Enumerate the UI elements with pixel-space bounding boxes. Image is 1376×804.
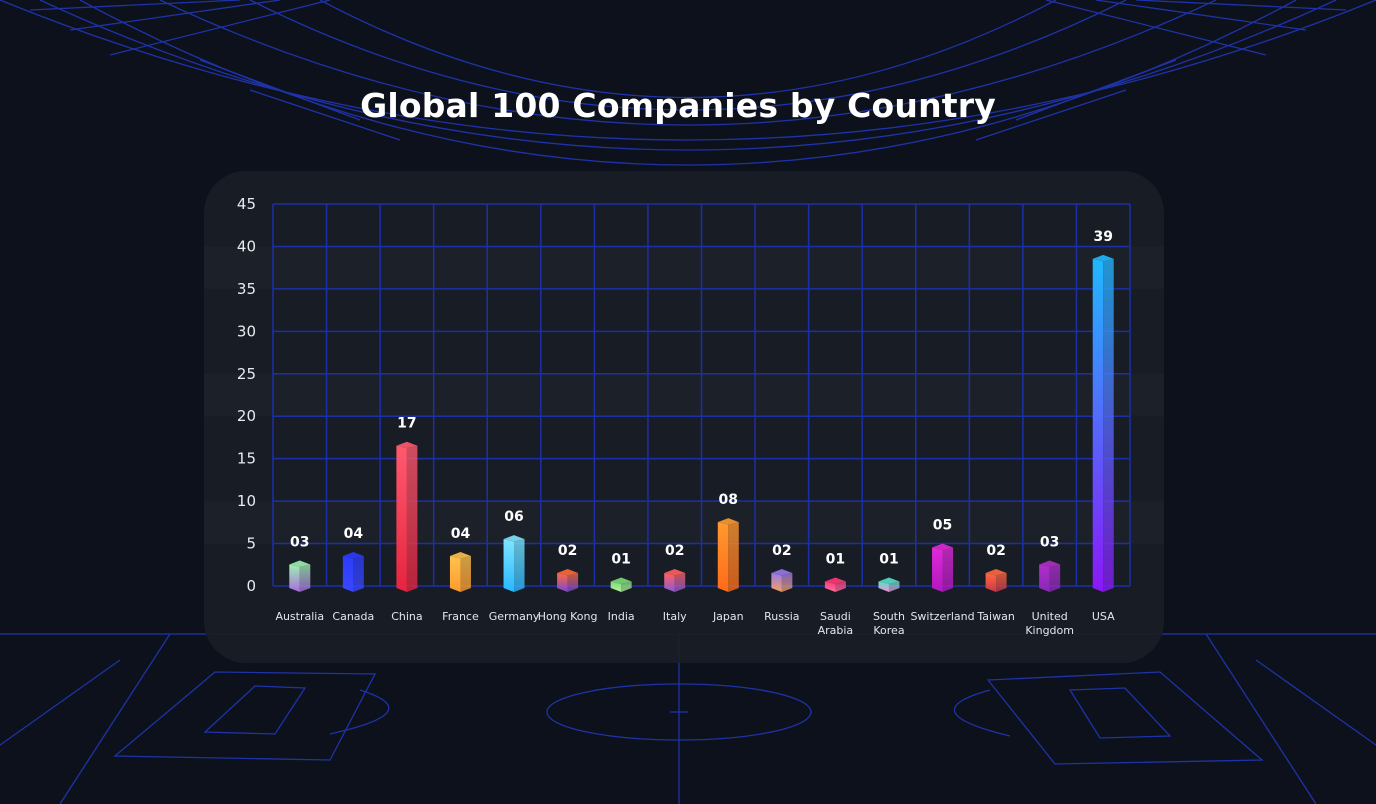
bar-top [610, 577, 632, 584]
bar [717, 522, 729, 592]
x-tick-label: France [442, 610, 479, 623]
x-tick-label: Italy [663, 610, 687, 623]
bar-side [514, 539, 525, 592]
bar-side [1049, 564, 1061, 592]
plot-band [204, 374, 1164, 416]
data-label: 02 [558, 543, 577, 559]
bar [878, 581, 889, 592]
data-label: 02 [986, 543, 1005, 559]
bar-top [449, 552, 471, 559]
x-tick-label: Arabia [818, 624, 854, 637]
data-label: 05 [933, 518, 952, 534]
bar-top [289, 560, 311, 567]
bar-top [396, 441, 418, 449]
x-tick-label: Taiwan [976, 610, 1014, 623]
bar-side [621, 581, 632, 592]
bar-side [835, 581, 846, 592]
bar [664, 573, 675, 592]
bar-side [353, 556, 364, 592]
x-tick-label: Germany [489, 610, 540, 623]
bar-side [781, 573, 793, 592]
y-tick-label: 35 [237, 280, 256, 298]
data-label: 02 [665, 543, 684, 559]
bar [449, 556, 461, 592]
bar-top [717, 518, 739, 525]
bar-side [1103, 258, 1114, 592]
bar [932, 547, 943, 592]
x-tick-label: India [608, 610, 635, 623]
bar-top [503, 535, 525, 542]
data-label: 01 [826, 552, 845, 568]
x-tick-label: United [1032, 610, 1068, 623]
bar [289, 564, 300, 592]
y-tick-label: 25 [237, 365, 256, 383]
bar [824, 581, 836, 592]
y-tick-label: 0 [246, 577, 256, 595]
bar-top [342, 552, 364, 559]
bar [985, 573, 997, 592]
data-label: 02 [772, 543, 791, 559]
bar-side [674, 573, 686, 592]
data-label: 01 [611, 552, 630, 568]
data-label: 39 [1093, 229, 1112, 245]
chart-title: Global 100 Companies by Country [360, 86, 996, 125]
bar-side [996, 573, 1007, 592]
bar [1039, 564, 1050, 592]
bar [396, 445, 407, 592]
data-label: 06 [504, 509, 523, 525]
bar-side [942, 547, 954, 592]
bar-side [406, 445, 418, 592]
bar-top [824, 577, 846, 584]
y-tick-label: 30 [237, 322, 256, 340]
bar [610, 581, 622, 592]
data-label: 03 [1040, 535, 1059, 551]
x-tick-label: Canada [332, 610, 374, 623]
bar [557, 573, 568, 592]
bar [1092, 258, 1104, 592]
bar-side [888, 581, 900, 592]
x-tick-label: Russia [764, 610, 799, 623]
y-tick-label: 15 [237, 450, 256, 468]
x-tick-label: Hong Kong [538, 610, 598, 623]
x-tick-label: Korea [873, 624, 904, 637]
bar [342, 556, 354, 592]
bar-top [985, 569, 1007, 576]
bar-side [728, 522, 739, 592]
y-tick-label: 45 [237, 195, 256, 213]
x-tick-label: Kingdom [1025, 624, 1074, 637]
bar [503, 539, 515, 592]
bar-top [878, 577, 900, 584]
data-label: 08 [719, 492, 738, 508]
data-label: 01 [879, 552, 898, 568]
y-tick-label: 40 [237, 237, 256, 255]
data-label: 04 [451, 526, 471, 542]
x-tick-label: USA [1092, 610, 1115, 623]
x-tick-label: Australia [275, 610, 324, 623]
x-tick-label: Japan [712, 610, 744, 623]
y-tick-label: 10 [237, 492, 256, 510]
bar-side [460, 556, 471, 592]
x-tick-label: South [873, 610, 905, 623]
data-label: 03 [290, 535, 309, 551]
y-tick-label: 5 [246, 535, 256, 553]
bar-side [299, 564, 311, 592]
bar-top [557, 569, 579, 576]
plot-band [204, 246, 1164, 288]
x-tick-label: Saudi [820, 610, 851, 623]
bar-top [1092, 254, 1114, 262]
x-tick-label: Switzerland [910, 610, 974, 623]
y-tick-label: 20 [237, 407, 256, 425]
data-label: 17 [397, 416, 416, 432]
data-label: 04 [344, 526, 364, 542]
bar-side [567, 573, 579, 592]
bar-top [1039, 560, 1061, 567]
bar-top [932, 543, 954, 550]
x-tick-label: China [391, 610, 422, 623]
bar-top [664, 569, 686, 576]
bar [771, 573, 782, 592]
bar-top [771, 569, 793, 576]
